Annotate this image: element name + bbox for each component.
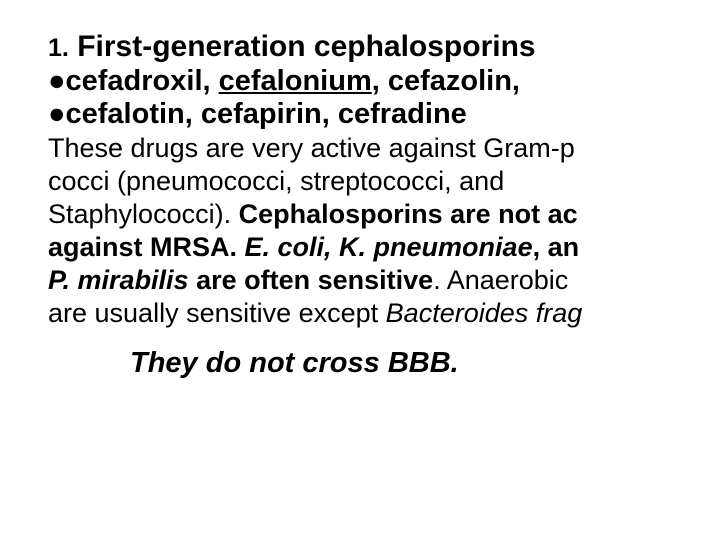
sub1-post: , cefazolin, — [372, 65, 520, 97]
body-e-bold-post: are often sensitive — [189, 265, 434, 295]
footer-statement: They do not cross BBB. — [48, 347, 720, 380]
body-e-plain: . Anaerobic — [433, 265, 568, 295]
body-c-bold: Cephalosporins are not ac — [239, 199, 578, 229]
body-e-italic: P. mirabilis — [48, 265, 189, 295]
body-line-f: are usually sensitive except Bacteroides… — [48, 298, 720, 329]
body-line-c: Staphylococci). Cephalosporins are not a… — [48, 199, 720, 230]
heading-text: First-generation cephalosporins — [69, 30, 536, 63]
body-d-bold-post: , an — [533, 232, 580, 262]
body-c-pre: Staphylococci). — [48, 199, 239, 229]
body-f-pre: are usually sensitive except — [48, 298, 386, 328]
heading-number: 1. — [48, 34, 69, 62]
subheading-line-1: ●cefadroxil, cefalonium, cefazolin, — [48, 65, 720, 98]
sub1-underline: cefalonium — [219, 65, 372, 97]
body-line-d: against MRSA. E. coli, K. pneumoniae, an — [48, 232, 720, 263]
body-line-e: P. mirabilis are often sensitive. Anaero… — [48, 265, 720, 296]
subheading-line-2: ●cefalotin, cefapirin, cefradine — [48, 98, 720, 131]
body-line-a: These drugs are very active against Gram… — [48, 133, 720, 164]
body-d-bolditalic: E. coli, K. pneumoniae — [245, 232, 533, 262]
body-line-b: cocci (pneumococci, streptococci, and — [48, 166, 720, 197]
heading: 1. First-generation cephalosporins — [48, 30, 720, 65]
body-f-italic: Bacteroides frag — [386, 298, 583, 328]
body-d-bold-pre: against MRSA. — [48, 232, 245, 262]
sub1-pre: ●cefadroxil, — [48, 65, 219, 97]
slide-content: 1. First-generation cephalosporins ●cefa… — [0, 0, 720, 540]
